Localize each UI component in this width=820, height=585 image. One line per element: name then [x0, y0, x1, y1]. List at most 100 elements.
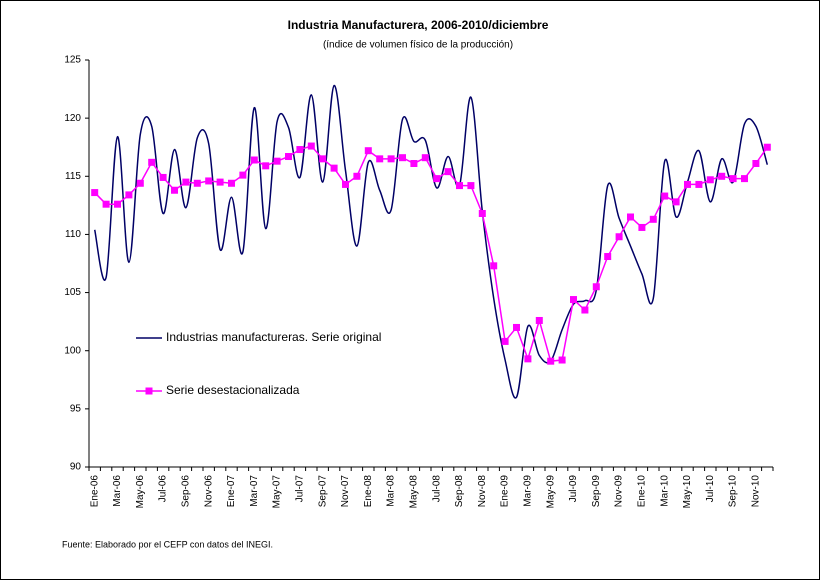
x-tick-label: Jul-10	[705, 475, 716, 503]
series-marker	[285, 153, 292, 161]
series-marker	[763, 143, 771, 151]
series-marker	[706, 176, 714, 184]
series-marker	[342, 180, 349, 188]
y-tick-label: 105	[64, 287, 81, 298]
y-tick-label: 115	[65, 171, 81, 182]
chart-subtitle: (índice de volumen físico de la producci…	[323, 40, 513, 51]
x-tick-label: Nov-06	[203, 475, 214, 508]
x-tick-label: Sep-06	[181, 475, 192, 508]
series-marker	[262, 162, 270, 170]
series-marker	[729, 175, 737, 183]
series-marker	[364, 147, 372, 155]
series-line	[93, 84, 769, 399]
series-marker	[752, 159, 760, 167]
series-marker	[330, 164, 338, 172]
x-tick-label: Ene-09	[500, 475, 511, 508]
series-marker	[524, 355, 532, 363]
y-tick-label: 90	[70, 462, 82, 473]
series-marker	[547, 357, 555, 365]
series-marker	[684, 180, 691, 188]
series-marker	[615, 233, 623, 241]
series-marker	[239, 171, 247, 179]
series-marker	[695, 180, 703, 188]
series-marker	[228, 179, 235, 187]
y-tick-label: 110	[65, 229, 81, 240]
series-marker	[478, 209, 486, 217]
series-marker	[718, 172, 726, 180]
legend-marker	[145, 387, 153, 395]
x-tick-label: Sep-07	[317, 475, 328, 508]
x-tick-label: Mar-08	[386, 475, 397, 507]
x-tick-label: Sep-08	[454, 475, 465, 508]
series-marker	[741, 175, 748, 183]
series-marker	[91, 189, 99, 197]
series-marker	[592, 283, 600, 291]
series-marker	[205, 177, 213, 185]
series-marker	[649, 215, 657, 223]
x-tick-label: May-10	[682, 475, 693, 509]
legend-label: Serie desestacionalizada	[166, 383, 300, 397]
y-tick-label: 95	[70, 403, 82, 414]
series-marker	[456, 182, 463, 190]
y-tick-label: 100	[64, 345, 81, 356]
series-marker	[513, 323, 520, 331]
source-note: Fuente: Elaborado por el CEFP con datos …	[62, 539, 273, 549]
series-marker	[387, 155, 395, 163]
series-marker	[558, 356, 566, 364]
x-tick-label: May-06	[135, 475, 146, 509]
series-marker	[410, 159, 418, 167]
series-marker	[353, 172, 361, 180]
series-marker	[421, 154, 429, 162]
x-tick-label: Ene-08	[363, 475, 374, 508]
x-tick-label: Mar-10	[659, 475, 670, 507]
series-marker	[296, 146, 304, 154]
series-marker	[148, 158, 156, 166]
x-tick-label: May-07	[272, 475, 283, 509]
series-marker	[627, 213, 634, 221]
x-tick-label: Jul-08	[431, 475, 442, 503]
series-marker	[433, 175, 441, 183]
x-tick-label: Nov-08	[477, 475, 488, 508]
x-tick-label: Sep-10	[728, 475, 739, 508]
x-tick-label: Ene-07	[226, 475, 237, 508]
series-marker	[250, 156, 258, 164]
x-tick-label: Mar-09	[523, 475, 534, 507]
x-tick-label: Mar-06	[112, 475, 123, 507]
series-marker	[159, 173, 167, 181]
series-marker	[444, 168, 452, 176]
series-marker	[216, 178, 224, 186]
series-marker	[467, 182, 475, 190]
y-tick-label: 120	[64, 113, 81, 124]
series-marker	[490, 262, 498, 270]
series-marker	[307, 142, 315, 150]
series-marker	[319, 155, 327, 163]
series-marker	[114, 200, 121, 208]
x-tick-label: Jul-06	[158, 475, 169, 503]
x-tick-label: Jul-09	[568, 475, 579, 503]
legend-label: Industrias manufactureras. Serie origina…	[166, 330, 381, 344]
series-marker	[193, 179, 201, 187]
series-marker	[638, 223, 646, 231]
x-tick-label: Sep-09	[591, 475, 602, 508]
x-tick-label: May-09	[545, 475, 556, 509]
series-marker	[535, 316, 543, 324]
series-marker	[182, 178, 190, 186]
series-marker	[171, 186, 178, 194]
series-marker	[125, 191, 133, 199]
series-marker	[672, 198, 680, 206]
series-marker	[501, 337, 509, 345]
series-marker	[102, 200, 110, 208]
series-marker	[661, 192, 669, 200]
series-marker	[581, 306, 589, 314]
x-tick-label: Nov-07	[340, 475, 351, 508]
x-tick-label: Ene-06	[89, 475, 100, 508]
chart-title: Industria Manufacturera, 2006-2010/dicie…	[288, 18, 549, 32]
series-marker	[376, 155, 384, 163]
x-tick-label: Nov-10	[751, 475, 762, 508]
x-tick-label: Mar-07	[249, 475, 260, 507]
series-marker	[570, 296, 577, 304]
x-tick-label: Ene-10	[637, 475, 648, 508]
series-marker	[399, 154, 406, 162]
